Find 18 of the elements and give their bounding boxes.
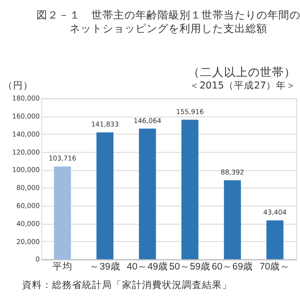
- text: 資料：総務省統計局「家計消費状況調査結果」: [22, 279, 232, 292]
- x-tick-label: 平均: [52, 260, 72, 272]
- x-tick-label: 70歳～: [260, 260, 290, 272]
- text: ＜2015（平成27）年＞: [190, 80, 296, 92]
- bar: [138, 128, 156, 260]
- bar: [266, 220, 284, 260]
- text: （二人以上の世帯）: [188, 65, 296, 80]
- x-tick-label: 40～49歳: [126, 260, 168, 272]
- x-tick-label: 50～59歳: [169, 260, 211, 272]
- y-axis-title: （円）: [3, 80, 34, 92]
- x-tick-label: 60～69歳: [212, 260, 254, 272]
- x-tick-label: ～39歳: [90, 260, 120, 272]
- bar: [96, 132, 114, 260]
- bar: [181, 120, 198, 260]
- text: 図２－１ 世帯主の年齢階級別１世帯当たりの年間の: [36, 10, 300, 22]
- bar: [54, 166, 71, 260]
- bar: [224, 180, 241, 260]
- text: ネットショッピングを利用した支出総額: [70, 23, 268, 36]
